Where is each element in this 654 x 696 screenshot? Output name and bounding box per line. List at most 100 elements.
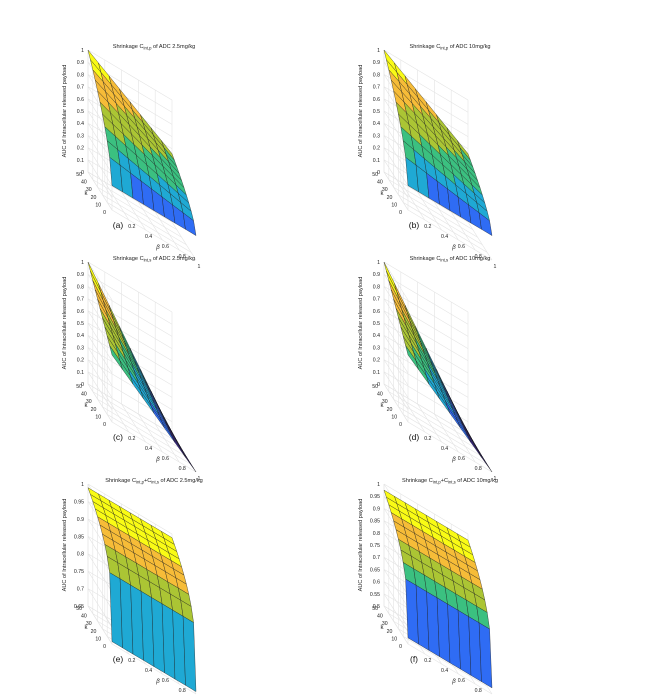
z-axis-label: AUC of Intracellular released payload [358,65,364,158]
y-tick-label: 0.2 [424,436,431,442]
y-tick-label: 1 [198,476,201,482]
y-tick-label: 0.8 [475,254,482,260]
z-tick-label: 0.95 [370,494,380,500]
z-tick-label: 0.4 [373,333,380,339]
y-tick-label: 0.6 [458,678,465,684]
y-axis-label: β [155,679,160,685]
z-tick-label: 0.85 [74,534,84,540]
x-tick-label: 20 [387,629,393,635]
z-tick-label: 0.6 [77,309,84,315]
y-axis-label: β [451,245,456,251]
z-tick-label: 0.1 [77,158,84,164]
grid-line-y [383,50,409,211]
x-axis-label: k [381,403,385,409]
z-tick-label: 0.2 [373,146,380,152]
z-tick-label: 0.5 [77,109,84,115]
surface-patch [182,615,197,692]
z-tick-label: 1 [377,260,380,266]
y-axis-label: β [451,679,456,685]
chart-title: Shrinkage Cint,p of ADC 2.5mg/kg [113,44,196,51]
z-tick-label: 0.5 [77,321,84,327]
z-tick-label: 0.7 [77,587,84,593]
z-tick-label: 0.1 [373,158,380,164]
z-tick-label: 0.6 [373,309,380,315]
chart-panel-a: 00.10.20.30.40.50.60.70.80.9101020304050… [62,44,201,270]
z-tick-label: 0.9 [77,60,84,66]
x-tick-label: 20 [91,195,97,201]
z-tick-label: 0.7 [373,555,380,561]
x-tick-label: 10 [391,202,397,208]
chart-panel-d: 00.10.20.30.40.50.60.70.80.9101020304050… [358,256,497,482]
x-tick-label: 50 [372,172,378,178]
y-tick-label: 0.8 [475,688,482,694]
x-tick-label: 40 [377,392,383,398]
z-tick-label: 0.4 [77,333,84,339]
y-tick-label: 0.8 [179,466,186,472]
chart-panel-e: 0.650.70.750.80.850.90.951010203040500.2… [62,478,203,695]
panel-label: (f) [410,654,418,664]
z-tick-label: 0.7 [77,85,84,91]
x-tick-label: 40 [81,614,87,620]
y-tick-label: 0.2 [424,224,431,230]
y-axis-label: β [155,457,160,463]
x-tick-label: 20 [387,195,393,201]
surface-patch [182,212,197,236]
y-tick-label: 0.6 [458,456,465,462]
y-tick-label: 0.2 [424,658,431,664]
x-tick-label: 50 [76,606,82,612]
x-tick-label: 50 [372,384,378,390]
x-tick-label: 20 [91,407,97,413]
panel-label: (a) [113,220,124,230]
x-tick-label: 0 [399,644,402,650]
y-tick-label: 0.6 [162,456,169,462]
x-tick-label: 0 [399,210,402,216]
z-tick-label: 1 [81,260,84,266]
z-tick-label: 0.6 [373,97,380,103]
y-tick-label: 1 [494,264,497,270]
y-tick-label: 0.4 [441,668,448,674]
x-tick-label: 0 [399,422,402,428]
x-tick-label: 10 [391,414,397,420]
x-tick-label: 30 [382,187,388,193]
z-tick-label: 0.9 [373,272,380,278]
z-tick-label: 0.9 [77,272,84,278]
grid-line-y [87,262,113,423]
z-tick-label: 0.65 [370,567,380,573]
grid-line-y [171,312,197,473]
z-tick-label: 0.9 [373,60,380,66]
panel-label: (d) [409,432,420,442]
grid-line-y [154,302,180,463]
z-tick-label: 0.3 [77,133,84,139]
x-tick-label: 10 [95,636,101,642]
x-tick-label: 30 [382,399,388,405]
grid-line-y [138,292,163,453]
x-tick-label: 40 [81,392,87,398]
y-tick-label: 1 [198,264,201,270]
x-tick-label: 10 [95,414,101,420]
z-tick-label: 0 [377,382,380,388]
grid-line-y [121,282,146,443]
x-tick-label: 20 [91,629,97,635]
grid-line-y [87,484,113,645]
z-tick-label: 1 [81,48,84,54]
grid-line-y [450,302,476,463]
grid-line-y [467,100,493,261]
chart-title: Shrinkage Cint,s of ADC 10mg/kg [410,256,491,263]
z-tick-label: 0.75 [74,569,84,575]
grid-line-y [417,282,442,443]
x-tick-label: 20 [387,407,393,413]
surface-patch [182,452,197,473]
z-tick-label: 0.1 [77,370,84,376]
y-tick-label: 0.4 [441,234,448,240]
x-tick-label: 50 [372,606,378,612]
chart-panel-f: 0.50.550.60.650.70.750.80.850.90.9510102… [358,478,498,695]
z-tick-label: 0.3 [77,345,84,351]
z-tick-label: 0.9 [77,517,84,523]
x-tick-label: 0 [103,644,106,650]
z-tick-label: 0.4 [373,121,380,127]
chart-title: Shrinkage Cint,s of ADC 2.5mg/kg [113,256,195,263]
z-tick-label: 0.8 [77,284,84,290]
x-tick-label: 30 [382,621,388,627]
z-axis-label: AUC of Intracellular released payload [62,65,68,158]
x-tick-label: 10 [391,636,397,642]
